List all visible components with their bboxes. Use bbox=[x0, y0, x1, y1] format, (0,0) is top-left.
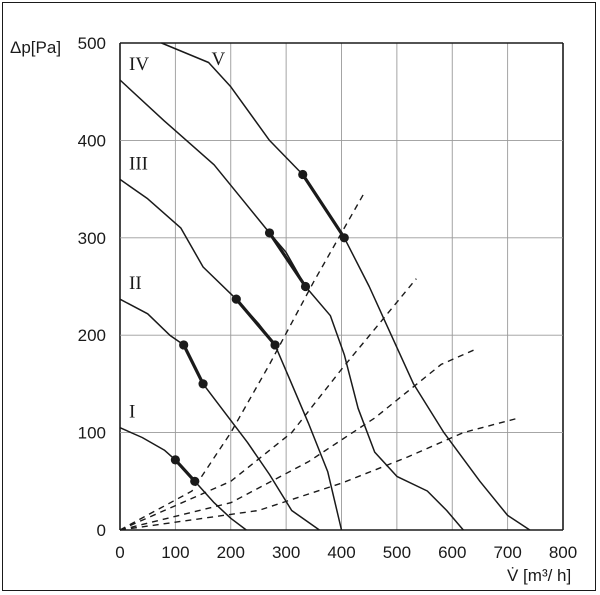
operating-point bbox=[190, 476, 200, 486]
operating-point bbox=[198, 379, 208, 389]
operating-range-IV bbox=[267, 231, 308, 289]
x-axis-label: V̇ [m³/ h] bbox=[507, 566, 571, 585]
system-curve bbox=[119, 417, 519, 531]
operating-point bbox=[300, 281, 311, 292]
grid bbox=[119, 42, 564, 531]
y-tick-label: 100 bbox=[78, 424, 106, 443]
y-tick-label: 200 bbox=[78, 326, 106, 345]
curve-label-I: I bbox=[129, 402, 135, 423]
operating-point bbox=[270, 340, 280, 350]
system-curves bbox=[119, 193, 519, 531]
y-tick-label: 300 bbox=[78, 229, 106, 248]
x-tick-label: 800 bbox=[549, 543, 577, 562]
y-axis-label: Δp[Pa] bbox=[10, 38, 61, 57]
operating-point bbox=[298, 169, 308, 180]
fan-curve-I bbox=[119, 427, 247, 531]
y-tick-label: 500 bbox=[78, 34, 106, 53]
fan-curve-IV bbox=[119, 79, 464, 531]
y-tick-label: 400 bbox=[78, 131, 106, 150]
x-tick-label: 100 bbox=[161, 543, 189, 562]
operating-point bbox=[179, 340, 189, 350]
system-curve bbox=[119, 193, 365, 531]
operating-point bbox=[264, 228, 275, 238]
curve-label-V: V bbox=[212, 49, 226, 70]
x-tick-label: 700 bbox=[493, 543, 521, 562]
operating-range-III bbox=[234, 297, 277, 347]
operating-range-V bbox=[301, 172, 346, 240]
operating-point bbox=[339, 233, 349, 243]
operating-range-I bbox=[173, 458, 197, 483]
curve-label-II: II bbox=[129, 273, 142, 294]
system-curve bbox=[119, 278, 417, 531]
x-tick-label: 600 bbox=[438, 543, 466, 562]
fan-curve-II bbox=[119, 298, 320, 531]
x-tick-label: 500 bbox=[383, 543, 411, 562]
fan-curve-V bbox=[161, 42, 531, 531]
x-tick-label: 200 bbox=[217, 543, 245, 562]
curve-label-IV: IV bbox=[129, 54, 149, 75]
x-tick-label: 300 bbox=[272, 543, 300, 562]
x-tick-label: 0 bbox=[115, 543, 124, 562]
y-tick-label: 0 bbox=[97, 521, 106, 540]
operating-point bbox=[170, 455, 180, 465]
operating-range-II bbox=[182, 343, 205, 386]
fan-curves bbox=[119, 42, 531, 531]
system-curve bbox=[119, 349, 475, 531]
curve-label-III: III bbox=[129, 153, 148, 174]
x-tick-label: 400 bbox=[327, 543, 355, 562]
operating-ranges bbox=[170, 169, 349, 486]
tick-labels: 0 100 200 300 400 500 600 700 800 0 100 200 300 400 50… bbox=[78, 34, 578, 562]
operating-point bbox=[231, 294, 241, 304]
